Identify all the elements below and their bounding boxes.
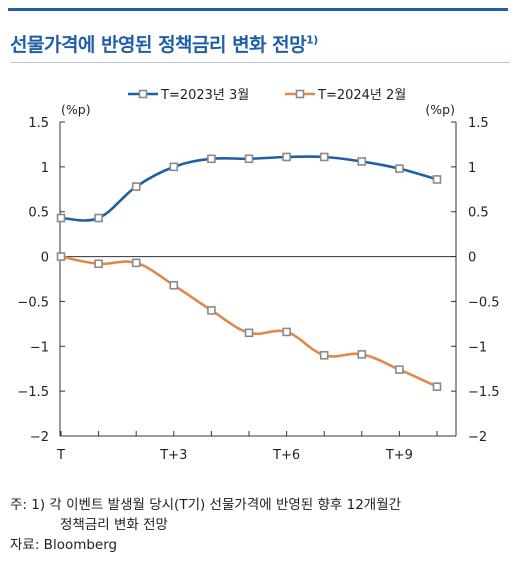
y-tick-label-right: 0.5 — [468, 206, 489, 221]
chart-title: 선물가격에 반영된 정책금리 변화 전망1) — [10, 30, 318, 57]
series-1-point — [282, 152, 291, 162]
y-tick-label-left: 1.5 — [28, 116, 49, 131]
title-rule — [10, 62, 510, 63]
series-1-point — [94, 213, 103, 223]
legend-label-2: T=2024년 2월 — [317, 88, 406, 103]
series-2-point — [169, 280, 179, 290]
y-tick-label-right: −1.5 — [468, 385, 500, 400]
legend-label-1: T=2023년 3월 — [160, 88, 249, 103]
legend-marker-1 — [138, 89, 148, 99]
series-line-2 — [60, 255, 438, 388]
x-tick-label: T+9 — [385, 448, 413, 463]
series-2-point — [56, 252, 66, 261]
y-tick-label-right: 1.5 — [468, 116, 489, 131]
series-1-point — [207, 154, 216, 164]
y-tick-label-right: 1 — [468, 161, 476, 176]
series-2-point — [357, 350, 367, 359]
series-2-point — [131, 258, 141, 268]
y-tick-label-right: 0 — [468, 251, 476, 266]
series-2-point — [432, 382, 442, 391]
series-1-point — [244, 154, 254, 164]
series-1-point — [395, 164, 404, 173]
series-2-point — [319, 350, 329, 360]
series-1-point — [432, 175, 442, 184]
y-tick-label-left: −1.5 — [17, 385, 49, 400]
series-1-point — [131, 182, 141, 191]
series-2-point — [244, 328, 254, 338]
series-2-point — [207, 306, 216, 315]
series-2-point — [282, 327, 291, 337]
chart-notes: 주: 1) 각 이벤트 발생월 당시(T기) 선물가격에 반영된 향후 12개월… — [10, 495, 401, 555]
y-tick-label-left: −1 — [30, 340, 49, 355]
legend-marker-2 — [295, 89, 305, 99]
y-unit-right: (%p) — [425, 102, 455, 117]
series-1-point — [319, 152, 329, 162]
footnote-line-1: 주: 1) 각 이벤트 발생월 당시(T기) 선물가격에 반영된 향후 12개월… — [10, 497, 402, 513]
footnote-line-2: 정책금리 변화 전망 — [60, 517, 168, 533]
series-1-point — [169, 162, 179, 172]
series-2-point — [395, 365, 404, 374]
y-tick-label-right: −1 — [468, 340, 487, 355]
x-tick-label: T+3 — [159, 448, 187, 463]
y-unit-left: (%p) — [61, 102, 91, 117]
series-2-point — [94, 259, 103, 269]
y-tick-label-left: −0.5 — [17, 295, 49, 310]
top-rule — [8, 8, 508, 11]
series-1-point — [56, 213, 66, 223]
x-tick-label: T+6 — [272, 448, 300, 463]
x-tick-label: T — [56, 448, 65, 463]
series-1-point — [357, 157, 367, 166]
y-tick-label-right: −0.5 — [468, 295, 500, 310]
y-tick-label-right: −2 — [468, 430, 487, 445]
y-tick-label-left: 1 — [41, 161, 49, 176]
line-chart: 1.5 1.5 1 1 0.5 0.5 0 0 −0.5 −0.5 −1 −1 −1.5 −1.5 −2 −2… — [17, 88, 500, 463]
title-footnote-mark: 1) — [306, 33, 318, 47]
y-tick-label-left: −2 — [30, 430, 49, 445]
source-note: 자료: Bloomberg — [10, 537, 118, 553]
y-tick-label-left: 0.5 — [28, 206, 49, 221]
chart-title-text: 선물가격에 반영된 정책금리 변화 전망 — [10, 34, 307, 56]
y-tick-label-left: 0 — [41, 251, 49, 266]
series-line-1 — [60, 155, 438, 222]
